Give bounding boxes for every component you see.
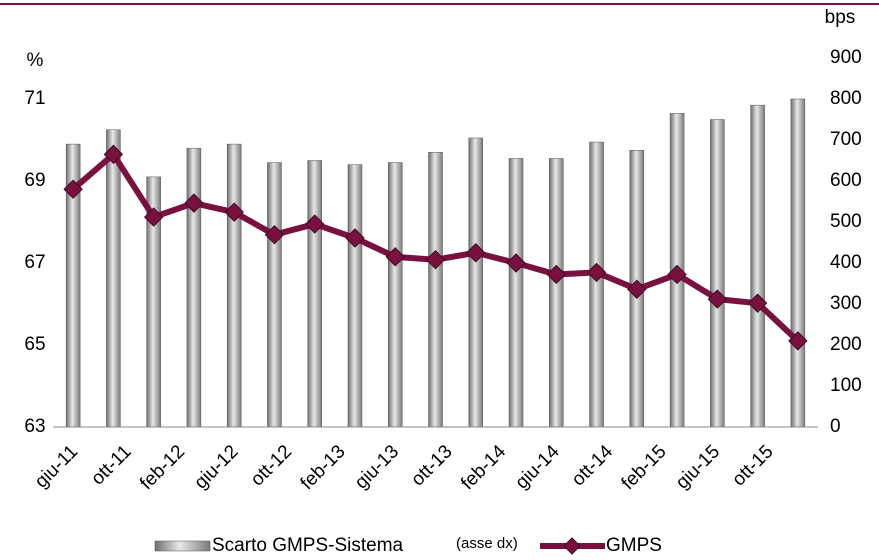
bar: [428, 152, 443, 428]
line-marker: [63, 179, 83, 199]
legend-label: Scarto GMPS-Sistema: [212, 535, 404, 556]
line-marker: [224, 202, 244, 222]
y-tick-label: 71: [24, 88, 45, 109]
line-marker: [184, 193, 204, 213]
y2-tick-label: 200: [830, 334, 862, 355]
x-tick-label: giu-13: [351, 441, 403, 493]
line-marker: [788, 331, 808, 351]
bar: [750, 104, 765, 428]
legend-label: GMPS: [606, 535, 662, 556]
x-tick-label: feb-13: [297, 441, 350, 494]
x-tick-label: feb-14: [457, 441, 510, 494]
x-tick-label: ott-11: [87, 441, 135, 489]
x-tick-label: giu-12: [190, 441, 242, 493]
line-marker: [586, 262, 607, 283]
line-marker: [707, 289, 728, 309]
x-tick-label: giu-15: [672, 441, 724, 493]
y2-tick-label: 800: [830, 88, 862, 109]
y2-tick-label: 700: [830, 129, 862, 150]
x-tick-label: feb-15: [618, 441, 671, 494]
y-tick-label: 69: [24, 170, 45, 191]
line-marker: [747, 293, 768, 313]
x-tick-label: ott-12: [247, 441, 296, 490]
y2-tick-label: 300: [830, 293, 862, 314]
y2-tick-label: 500: [830, 211, 862, 232]
x-tick-label: ott-14: [568, 441, 618, 491]
x-tick-label: ott-13: [407, 441, 456, 490]
y-axis-label: %: [27, 50, 44, 71]
bar: [106, 129, 121, 428]
x-tick-label: feb-12: [136, 441, 189, 494]
y2-tick-label: 900: [830, 47, 862, 68]
legend-swatch: [563, 537, 581, 555]
y-tick-label: 63: [24, 416, 45, 437]
y2-tick-label: 600: [830, 170, 862, 191]
line-marker: [425, 250, 446, 270]
bar: [468, 137, 484, 428]
line-marker: [385, 247, 405, 267]
y2-tick-label: 0: [830, 416, 841, 437]
bar: [347, 164, 363, 428]
bar: [267, 162, 282, 428]
bar: [710, 119, 725, 428]
legend-swatch: [154, 540, 211, 552]
line-marker: [546, 264, 566, 285]
line-marker: [506, 253, 526, 273]
bar: [508, 158, 524, 428]
y-tick-label: 67: [24, 252, 45, 273]
bar: [589, 141, 604, 428]
x-tick-label: ott-15: [728, 441, 777, 490]
x-tick-label: giu-11: [31, 441, 82, 492]
line-marker: [466, 243, 486, 263]
line-marker: [667, 264, 687, 285]
y-tick-label: 65: [24, 334, 45, 355]
line-marker: [264, 225, 285, 245]
line-marker: [345, 228, 365, 248]
line-marker: [627, 279, 647, 299]
bar: [307, 160, 322, 428]
line-marker: [143, 207, 164, 227]
y2-tick-label: 100: [830, 375, 862, 396]
line-marker: [103, 144, 124, 165]
bar: [387, 162, 403, 428]
bar: [186, 147, 202, 428]
line-marker: [305, 214, 325, 234]
bar: [790, 98, 806, 428]
x-tick-label: giu-14: [511, 441, 564, 494]
bar: [549, 158, 564, 428]
y2-tick-label: 400: [830, 252, 862, 273]
y2-axis-label: bps: [825, 7, 856, 28]
bar: [226, 143, 242, 428]
legend-note: (asse dx): [456, 535, 518, 552]
